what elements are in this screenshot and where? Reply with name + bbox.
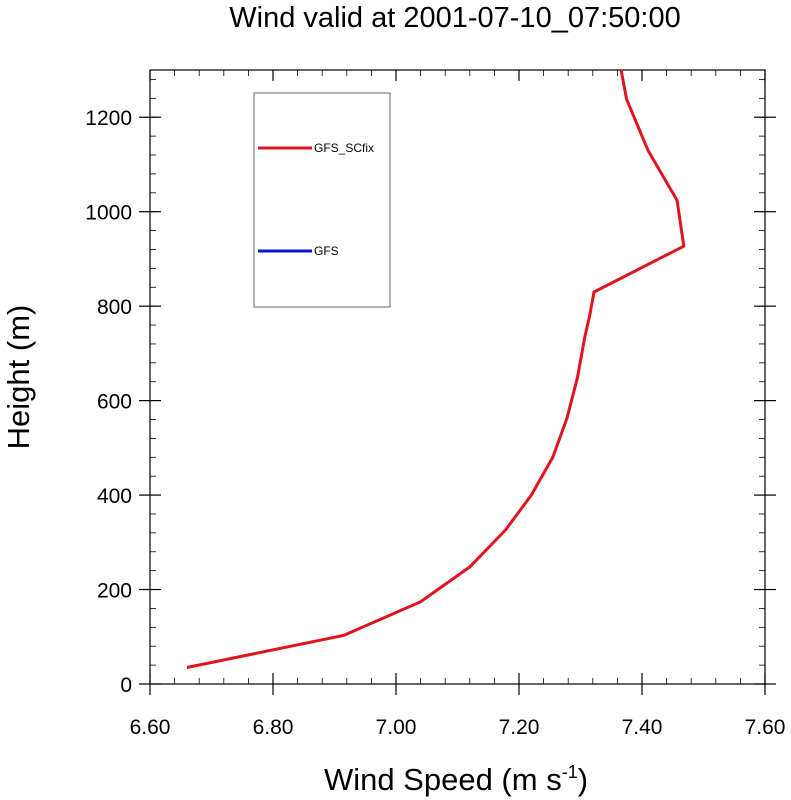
x-tick-label: 7.40 [622, 716, 663, 739]
x-tick-label: 7.20 [499, 716, 540, 739]
y-tick-label: 800 [97, 296, 132, 319]
x-axis-label: Wind Speed (m s-1) [324, 762, 588, 797]
x-axis-label-main: Wind Speed (m s [324, 762, 562, 797]
x-tick-label: 7.60 [745, 716, 786, 739]
y-tick-label: 600 [97, 391, 132, 414]
y-tick-label: 1000 [85, 202, 132, 225]
chart-title: Wind valid at 2001-07-10_07:50:00 [229, 2, 680, 34]
legend-label-gfs: GFS [314, 244, 339, 258]
y-axis-label: Height (m) [1, 305, 36, 450]
y-tick-label: 1200 [85, 107, 132, 130]
series-line-gfs-scfix [186, 69, 686, 669]
x-tick-label: 7.00 [376, 716, 417, 739]
legend-box [253, 92, 391, 308]
x-axis-label-superscript: -1 [562, 762, 578, 782]
legend-label-gfs-scfix: GFS_SCfix [314, 141, 374, 155]
x-tick-label: 6.60 [130, 716, 171, 739]
legend: GFS_SCfix GFS [253, 92, 391, 308]
series-layer [186, 69, 686, 669]
plot-frame [149, 69, 766, 685]
y-tick-label: 400 [97, 485, 132, 508]
plot-axes: 6.60 6.80 7.00 7.20 7.40 7.60 0 200 400 600 800 100… [85, 69, 786, 739]
x-axis-label-close: ) [578, 762, 588, 797]
x-tick-label: 6.80 [253, 716, 294, 739]
y-tick-label: 200 [97, 580, 132, 603]
y-tick-label: 0 [120, 674, 132, 697]
